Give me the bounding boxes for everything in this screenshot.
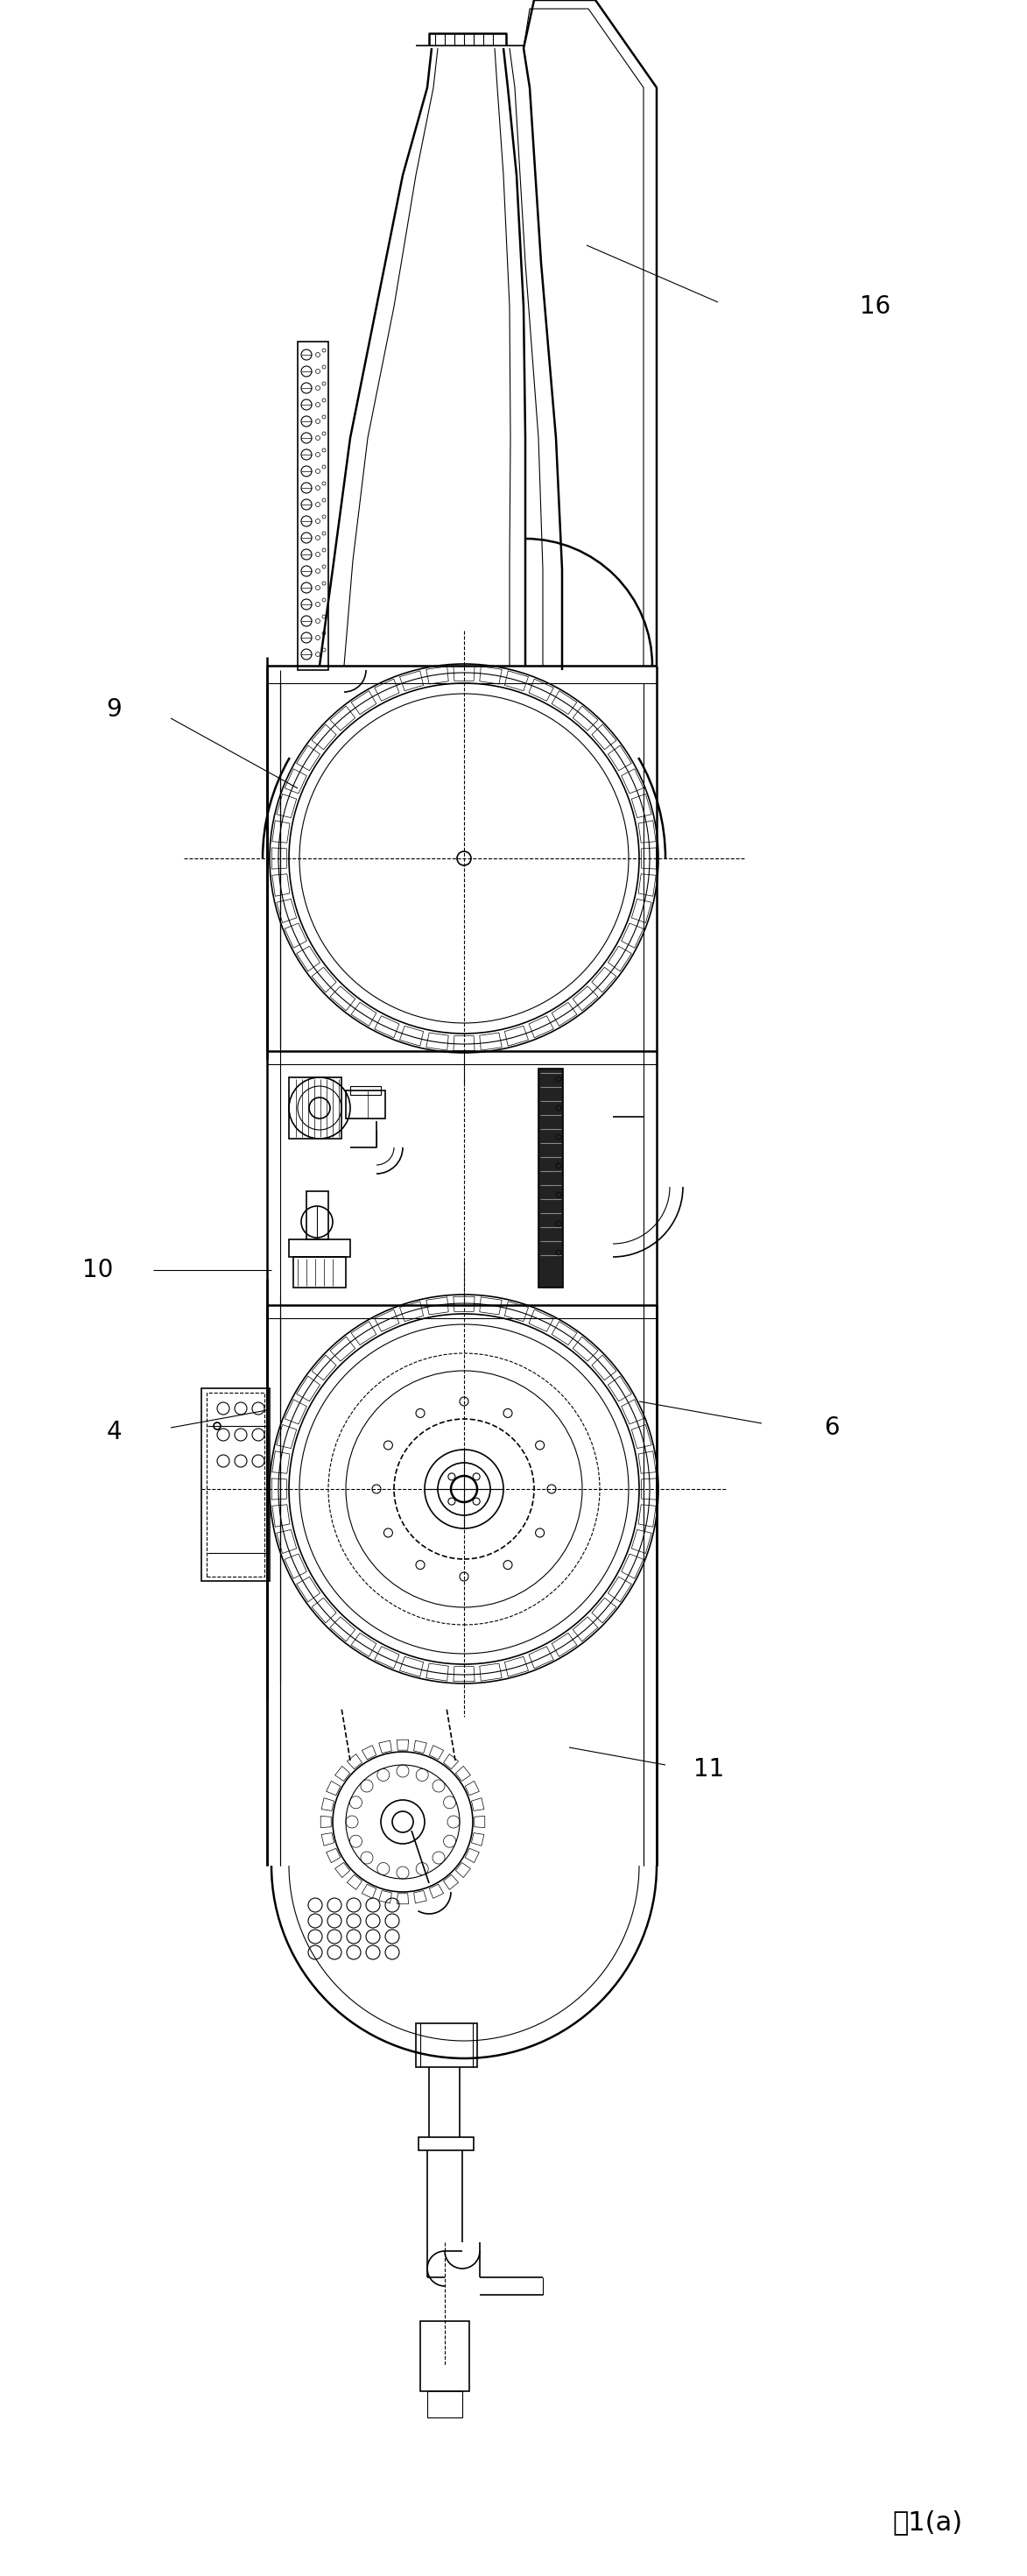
- Bar: [427, 2391, 462, 2416]
- Text: 9: 9: [106, 698, 121, 721]
- Bar: [350, 1087, 381, 1095]
- Bar: [420, 2321, 469, 2391]
- Bar: [419, 2138, 473, 2151]
- Text: 6: 6: [824, 1414, 839, 1440]
- Text: 16: 16: [860, 294, 891, 319]
- Bar: [206, 1394, 264, 1577]
- Bar: [294, 1257, 346, 1288]
- Bar: [538, 1069, 563, 1288]
- Text: 11: 11: [694, 1757, 725, 1783]
- Bar: [289, 1239, 350, 1257]
- Text: 图1(a): 图1(a): [893, 2509, 963, 2535]
- Bar: [306, 1190, 329, 1239]
- Bar: [298, 343, 329, 670]
- Bar: [346, 1090, 385, 1118]
- Bar: [416, 2022, 478, 2066]
- Bar: [289, 1077, 341, 1139]
- Bar: [201, 1388, 270, 1582]
- Text: 10: 10: [82, 1257, 114, 1283]
- Text: 4: 4: [106, 1419, 121, 1445]
